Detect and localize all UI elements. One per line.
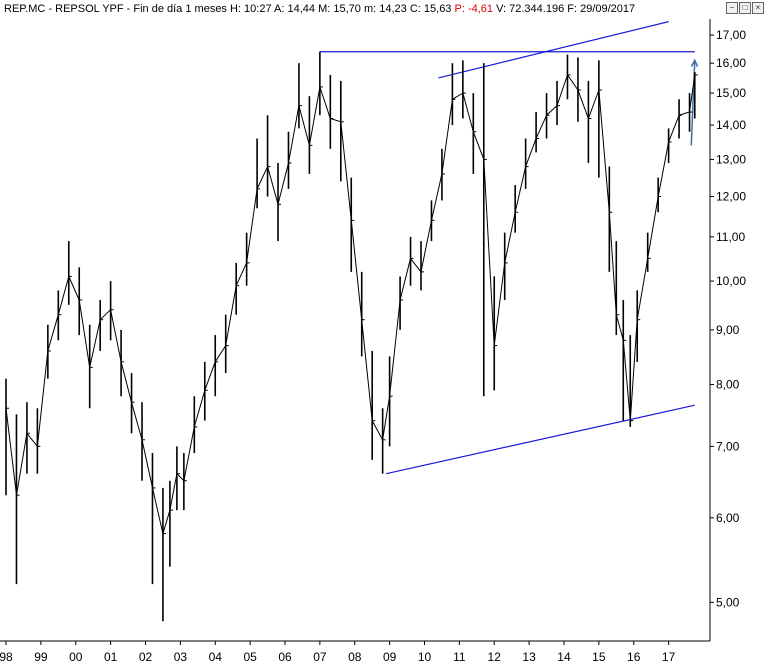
header-high: M: 15,70 — [318, 3, 361, 15]
x-tick-label: 98 — [0, 650, 13, 664]
trendline — [386, 404, 695, 475]
x-tick-label: 99 — [34, 650, 48, 664]
x-axis: 98 99 00 01 02 03 04 05 06 07 08 09 10 11 12 13 14 15 16 17 — [0, 641, 676, 664]
y-tick-label: 15,00 — [716, 86, 746, 100]
minimize-button[interactable]: − — [726, 2, 738, 14]
x-tick-label: 07 — [313, 650, 327, 664]
trendline — [438, 21, 669, 79]
y-tick-label: 5,00 — [716, 595, 740, 609]
header-volume: V: 72.344.196 — [496, 3, 565, 15]
y-tick-label: 17,00 — [716, 28, 746, 42]
y-tick-label: 6,00 — [716, 511, 740, 525]
x-tick-label: 13 — [522, 650, 536, 664]
y-tick-label: 13,00 — [716, 152, 746, 166]
x-tick-label: 04 — [209, 650, 223, 664]
chart-header: REP.MC - REPSOL YPF - Fin de día 1 meses… — [0, 0, 742, 18]
y-tick-label: 16,00 — [716, 56, 746, 70]
plot-frame — [0, 19, 711, 642]
x-tick-label: 00 — [69, 650, 83, 664]
header-open: A: 14,44 — [274, 3, 316, 15]
y-tick-label: 12,00 — [716, 190, 746, 204]
header-time: H: 10:27 — [230, 3, 272, 15]
x-tick-label: 01 — [104, 650, 118, 664]
y-tick-label: 7,00 — [716, 439, 740, 453]
x-tick-label: 02 — [139, 650, 153, 664]
x-tick-label: 06 — [278, 650, 292, 664]
x-tick-label: 05 — [243, 650, 257, 664]
maximize-button[interactable]: □ — [739, 2, 751, 14]
price-series — [5, 51, 698, 622]
close-line — [5, 73, 696, 536]
x-tick-label: 11 — [453, 650, 466, 664]
header-low: m: 14,23 — [363, 3, 407, 15]
x-tick-label: 15 — [592, 650, 606, 664]
y-tick-label: 10,00 — [716, 274, 746, 288]
x-tick-label: 17 — [662, 650, 676, 664]
y-tick-label: 8,00 — [716, 377, 740, 391]
arrow-head — [690, 58, 699, 68]
close-button[interactable]: × — [752, 2, 764, 14]
x-tick-label: 10 — [418, 650, 432, 664]
header-symbol: REP.MC - REPSOL YPF - Fin de día 1 meses — [4, 3, 227, 15]
x-tick-label: 14 — [557, 650, 571, 664]
x-tick-label: 16 — [627, 650, 641, 664]
x-tick-label: 09 — [383, 650, 397, 664]
x-tick-label: 03 — [174, 650, 188, 664]
header-close: C: 15,63 — [409, 3, 452, 15]
header-change: P: -4,61 — [454, 3, 494, 15]
trendlines — [319, 21, 699, 475]
x-tick-label: 08 — [348, 650, 362, 664]
y-tick-label: 14,00 — [716, 118, 746, 132]
window-controls: − □ × — [726, 2, 764, 14]
y-tick-label: 11,00 — [716, 230, 745, 244]
y-axis: 5,00 6,00 7,00 8,00 9,00 10,00 11,00 12,00 13,00… — [710, 28, 746, 609]
header-date: F: 29/09/2017 — [567, 3, 636, 15]
y-tick-label: 9,00 — [716, 323, 740, 337]
x-tick-label: 12 — [488, 650, 502, 664]
